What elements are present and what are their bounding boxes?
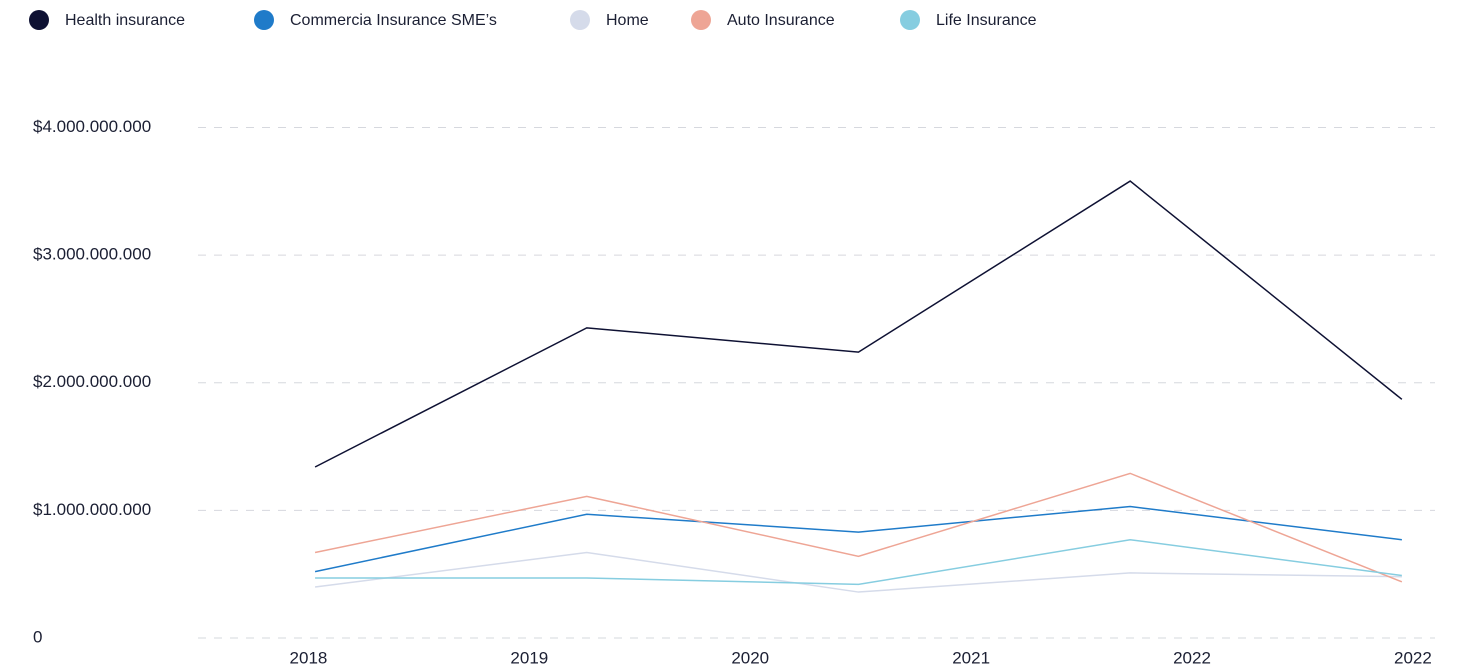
legend-swatch bbox=[900, 10, 920, 30]
y-tick-label: $2.000.000.000 bbox=[33, 372, 151, 391]
legend-label: Commercia Insurance SME’s bbox=[290, 12, 497, 29]
legend-swatch bbox=[254, 10, 274, 30]
line-series bbox=[314, 551, 1402, 593]
legend-swatch bbox=[691, 10, 711, 30]
legend-label: Auto Insurance bbox=[727, 12, 835, 29]
legend-label: Life Insurance bbox=[936, 12, 1037, 29]
line-series bbox=[314, 505, 1402, 573]
y-tick-label: $3.000.000.000 bbox=[33, 245, 151, 264]
x-tick-label: 2021 bbox=[952, 648, 990, 667]
y-tick-label: $1.000.000.000 bbox=[33, 500, 151, 519]
legend-swatch bbox=[29, 10, 49, 30]
legend-label: Health insurance bbox=[65, 12, 185, 29]
line-series bbox=[315, 538, 1402, 586]
x-tick-label: 2018 bbox=[290, 648, 328, 667]
x-tick-label: 2020 bbox=[731, 648, 769, 667]
line-series bbox=[314, 180, 1403, 468]
legend-swatch bbox=[570, 10, 590, 30]
line-series bbox=[314, 472, 1403, 583]
legend-label: Home bbox=[606, 12, 649, 29]
legend: Health insurance Commercia Insurance SME’… bbox=[29, 10, 1037, 30]
x-tick-label: 2022 bbox=[1394, 648, 1432, 667]
y-tick-label: $4.000.000.000 bbox=[33, 117, 151, 136]
x-tick-label: 2022 bbox=[1173, 648, 1211, 667]
x-tick-label: 2019 bbox=[510, 648, 548, 667]
y-tick-label: 0 bbox=[33, 627, 42, 646]
